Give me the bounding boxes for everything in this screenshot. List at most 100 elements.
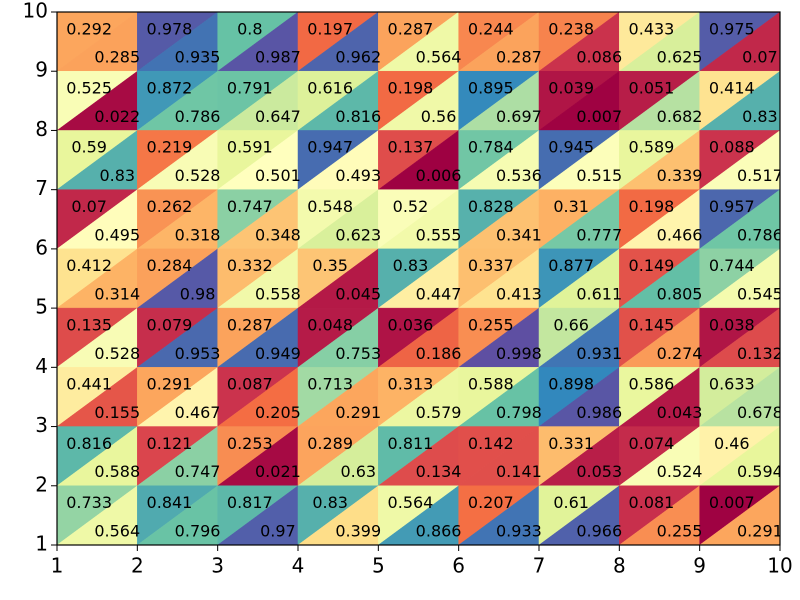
- y-tick-label: 4: [35, 354, 48, 378]
- value-label: 0.8: [237, 19, 262, 38]
- x-tick-label: 4: [292, 554, 305, 578]
- value-label: 0.399: [335, 521, 381, 540]
- value-label: 0.947: [307, 138, 353, 157]
- value-label: 0.46: [714, 434, 750, 453]
- value-label: 0.466: [657, 225, 703, 244]
- value-label: 0.957: [709, 197, 755, 216]
- value-label: 0.038: [709, 315, 755, 334]
- value-label: 0.866: [416, 521, 462, 540]
- value-label: 0.262: [147, 197, 193, 216]
- value-label: 0.931: [576, 344, 622, 363]
- value-label: 0.564: [416, 48, 462, 67]
- value-label: 0.337: [468, 256, 514, 275]
- value-label: 0.134: [416, 462, 462, 481]
- value-label: 0.137: [388, 138, 434, 157]
- value-label: 0.647: [255, 107, 301, 126]
- value-label: 0.524: [657, 462, 703, 481]
- value-label: 0.579: [416, 403, 462, 422]
- value-label: 0.97: [260, 521, 296, 540]
- value-label: 0.313: [388, 375, 434, 394]
- value-label: 0.828: [468, 197, 514, 216]
- value-label: 0.805: [657, 285, 703, 304]
- value-label: 0.528: [175, 166, 221, 185]
- value-label: 0.493: [335, 166, 381, 185]
- value-label: 0.088: [709, 138, 755, 157]
- value-label: 0.284: [147, 256, 193, 275]
- y-tick-label: 1: [35, 532, 48, 556]
- value-label: 0.186: [416, 344, 462, 363]
- value-label: 0.933: [496, 521, 542, 540]
- value-label: 0.877: [548, 256, 594, 275]
- value-label: 0.135: [66, 315, 112, 334]
- y-tick-label: 2: [35, 472, 48, 496]
- value-label: 0.586: [629, 375, 675, 394]
- value-label: 0.036: [388, 315, 434, 334]
- value-label: 0.594: [737, 462, 783, 481]
- y-tick-label: 5: [35, 295, 48, 319]
- value-label: 0.198: [629, 197, 675, 216]
- value-label: 0.66: [553, 315, 589, 334]
- value-label: 0.83: [99, 166, 135, 185]
- value-label: 0.678: [737, 403, 783, 422]
- value-label: 0.048: [307, 315, 353, 334]
- value-label: 0.564: [94, 521, 140, 540]
- value-label: 0.945: [548, 138, 594, 157]
- value-label: 0.341: [496, 225, 542, 244]
- value-label: 0.545: [737, 285, 783, 304]
- x-tick-label: 6: [452, 554, 465, 578]
- value-label: 0.953: [175, 344, 221, 363]
- value-label: 0.292: [66, 19, 112, 38]
- value-label: 0.898: [548, 375, 594, 394]
- value-label: 0.412: [66, 256, 112, 275]
- value-label: 0.132: [737, 344, 783, 363]
- value-label: 0.796: [175, 521, 221, 540]
- x-tick-label: 2: [131, 554, 144, 578]
- value-label: 0.589: [629, 138, 675, 157]
- value-label: 0.198: [388, 78, 434, 97]
- value-label: 0.872: [147, 78, 193, 97]
- axes-frame: [56, 11, 781, 546]
- y-tick-label: 7: [35, 176, 48, 200]
- triangle: [699, 485, 780, 545]
- value-label: 0.588: [468, 375, 514, 394]
- value-label: 0.07: [742, 48, 778, 67]
- value-label: 0.287: [496, 48, 542, 67]
- value-label: 0.935: [175, 48, 221, 67]
- value-label: 0.633: [709, 375, 755, 394]
- value-label: 0.895: [468, 78, 514, 97]
- value-label: 0.98: [180, 285, 216, 304]
- value-label: 0.495: [94, 225, 140, 244]
- value-label: 0.786: [175, 107, 221, 126]
- value-label: 0.816: [66, 434, 112, 453]
- value-label: 0.467: [175, 403, 221, 422]
- value-label: 0.414: [709, 78, 755, 97]
- value-label: 0.332: [227, 256, 273, 275]
- value-label: 0.142: [468, 434, 514, 453]
- value-label: 0.287: [227, 315, 273, 334]
- value-label: 0.63: [340, 462, 376, 481]
- value-label: 0.35: [312, 256, 348, 275]
- x-tick-label: 8: [613, 554, 626, 578]
- value-label: 0.61: [553, 493, 589, 512]
- x-tick-label: 5: [372, 554, 385, 578]
- value-label: 0.255: [657, 521, 703, 540]
- y-tick-label: 10: [23, 0, 48, 23]
- value-label: 0.289: [307, 434, 353, 453]
- value-label: 0.045: [335, 285, 381, 304]
- value-label: 0.441: [66, 375, 112, 394]
- value-label: 0.314: [94, 285, 140, 304]
- value-label: 0.753: [335, 344, 381, 363]
- y-tick-label: 6: [35, 235, 48, 259]
- value-label: 0.205: [255, 403, 301, 422]
- value-label: 0.433: [629, 19, 675, 38]
- value-label: 0.053: [576, 462, 622, 481]
- value-label: 0.536: [496, 166, 542, 185]
- value-label: 0.975: [709, 19, 755, 38]
- y-tick-label: 9: [35, 58, 48, 82]
- value-label: 0.219: [147, 138, 193, 157]
- value-label: 0.611: [576, 285, 622, 304]
- value-label: 0.121: [147, 434, 193, 453]
- value-label: 0.528: [94, 344, 140, 363]
- value-label: 0.798: [496, 403, 542, 422]
- value-label: 0.962: [335, 48, 381, 67]
